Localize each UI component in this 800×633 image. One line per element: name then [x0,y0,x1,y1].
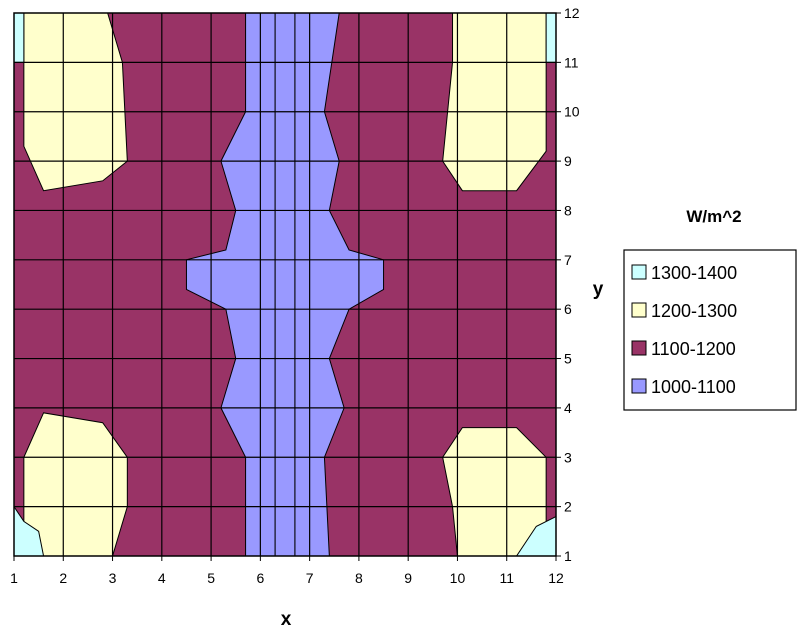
contour-regions [13,12,557,557]
legend-items: 1300-1400 1200-1300 1100-1200 1000-1100 [631,263,737,397]
y-tick-label: 5 [564,351,572,367]
y-tick-label: 4 [564,400,572,416]
x-tick-label: 1 [10,570,18,586]
contour-region-1300-1400 [13,12,25,63]
y-tick-label: 1 [564,548,572,564]
y-tick-label: 8 [564,202,572,218]
legend: 1300-1400 1200-1300 1100-1200 1000-1100 [623,249,797,411]
x-tick-label: 3 [109,570,117,586]
y-tick-label: 2 [564,499,572,515]
legend-swatch [631,302,647,318]
y-tick-label: 7 [564,252,572,268]
y-tick-label: 11 [564,54,579,70]
x-tick-label: 9 [404,570,412,586]
x-tick-label: 12 [548,570,564,586]
y-tick-label: 12 [564,5,580,21]
legend-swatch [631,264,647,280]
x-tick-label: 10 [450,570,466,586]
contour-region-1300-1400 [545,12,557,63]
legend-title: W/m^2 [686,207,741,226]
contour-region-1000-1100 [294,12,385,557]
x-tick-label: 2 [59,570,67,586]
legend-swatch [631,378,647,394]
legend-label: 1000-1100 [651,377,736,397]
x-axis-title: x [281,609,292,630]
x-axis-ticks: 1 2 3 4 5 6 7 8 9 10 11 12 [10,556,564,586]
x-tick-label: 8 [355,570,363,586]
y-tick-label: 3 [564,449,572,465]
plot-frame [13,12,557,557]
y-tick-label: 6 [564,301,572,317]
gridlines [14,13,556,556]
contour-region-1200-1300 [442,12,547,192]
contour-region-1000-1100 [274,12,296,557]
y-axis-title: y [593,279,604,300]
legend-swatch [631,340,647,356]
y-tick-label: 10 [564,104,580,120]
x-tick-label: 4 [158,570,166,586]
contour-region-1200-1300 [23,412,128,557]
x-tick-label: 7 [306,570,314,586]
legend-label: 1300-1400 [651,263,737,283]
legend-frame [623,249,797,411]
legend-label: 1100-1200 [651,339,736,359]
x-tick-label: 6 [256,570,264,586]
legend-label: 1200-1300 [651,301,737,321]
x-tick-label: 5 [207,570,215,586]
contour-region-1200-1300 [23,12,128,192]
x-tick-label: 11 [499,570,514,586]
y-tick-label: 9 [564,153,572,169]
